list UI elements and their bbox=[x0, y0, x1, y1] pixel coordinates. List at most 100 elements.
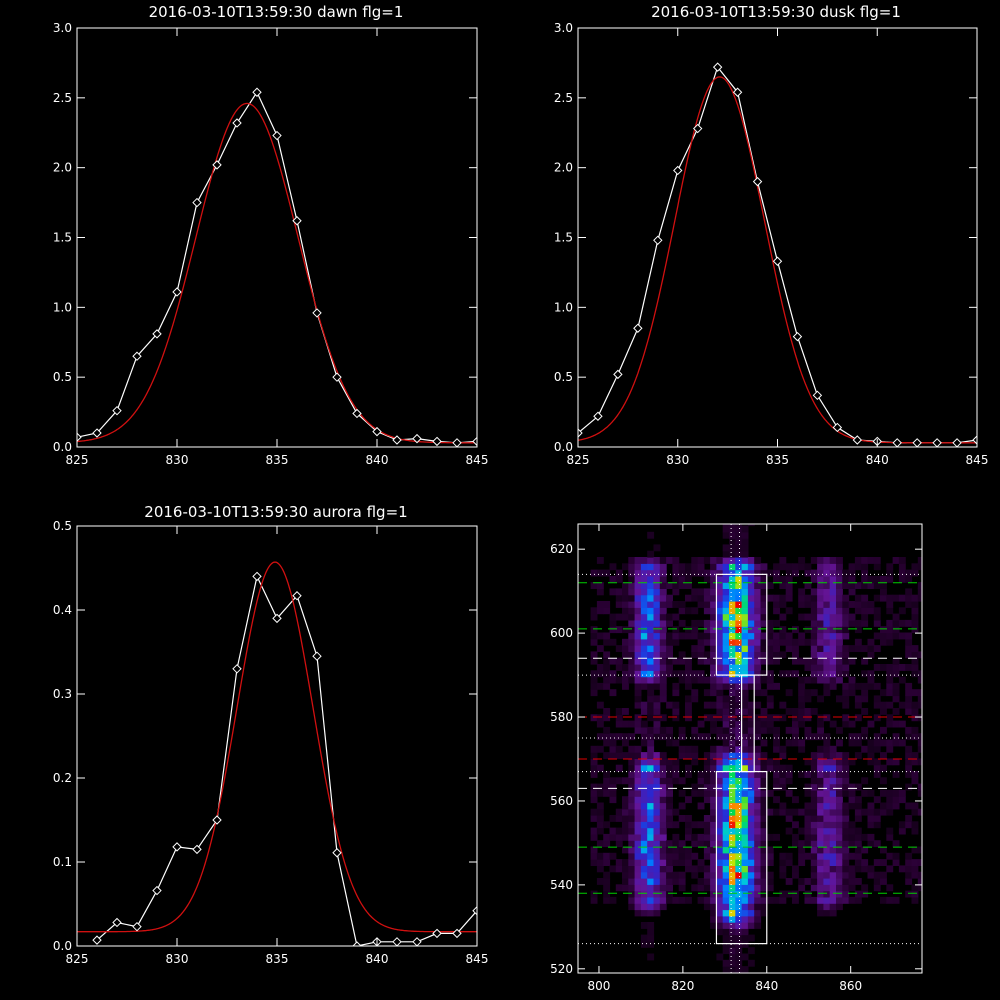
heatmap-cell bbox=[710, 701, 717, 709]
heatmap-cell bbox=[810, 626, 818, 634]
heatmap-cell bbox=[615, 601, 623, 608]
heatmap-cell bbox=[647, 808, 655, 816]
heatmap-cell bbox=[716, 928, 724, 936]
heatmap-cell bbox=[735, 896, 743, 904]
heatmap-cell bbox=[697, 771, 705, 778]
heatmap-cell bbox=[735, 922, 743, 929]
heatmap-cell bbox=[886, 689, 894, 697]
heatmap-cell bbox=[773, 808, 780, 816]
aurora-ytick-label: 0.1 bbox=[53, 855, 72, 869]
heatmap-cell bbox=[804, 783, 812, 791]
heatmap-cell bbox=[848, 852, 856, 860]
heatmap-cell bbox=[854, 840, 862, 848]
heatmap-cell bbox=[842, 720, 850, 728]
heatmap-cell bbox=[810, 827, 818, 835]
heatmap-cell bbox=[710, 802, 717, 810]
heatmap-cell bbox=[747, 959, 755, 967]
heatmap-cell bbox=[716, 632, 724, 640]
heatmap-cell bbox=[596, 557, 604, 564]
heatmap-cell bbox=[722, 588, 730, 596]
heatmap-cell bbox=[703, 601, 711, 608]
heatmap-cell bbox=[810, 664, 818, 671]
heatmap-cell bbox=[785, 563, 793, 571]
heatmap-cell bbox=[798, 657, 806, 665]
heatmap-cell bbox=[848, 575, 856, 583]
heatmap-cell bbox=[685, 575, 692, 583]
heatmap-cell bbox=[741, 550, 749, 558]
heatmap-cell bbox=[628, 733, 636, 741]
heatmap-cell bbox=[842, 670, 850, 678]
heatmap-cell bbox=[685, 796, 692, 804]
heatmap-cell bbox=[760, 638, 768, 646]
heatmap-cell bbox=[710, 557, 717, 564]
heatmap-cell bbox=[640, 733, 648, 741]
heatmap-cell bbox=[729, 733, 736, 741]
dawn-ytick-label: 1.5 bbox=[53, 231, 72, 245]
heatmap-cell bbox=[804, 601, 812, 608]
heatmap-cell bbox=[678, 676, 686, 684]
heatmap-cell bbox=[842, 601, 850, 608]
aurora-plot-area bbox=[77, 561, 477, 946]
heatmap-cell bbox=[672, 821, 680, 829]
heatmap-cell bbox=[886, 594, 894, 602]
heatmap-cell bbox=[880, 789, 887, 797]
heatmap-cell bbox=[703, 827, 711, 835]
heatmap-cell bbox=[741, 928, 749, 936]
heatmap-cell bbox=[729, 846, 736, 854]
heatmap-cell bbox=[842, 890, 850, 898]
heatmap-cell bbox=[710, 726, 717, 734]
heatmap-cell bbox=[659, 789, 667, 797]
dusk-plot-area bbox=[578, 62, 977, 447]
heatmap-cell bbox=[716, 670, 724, 678]
heatmap-cell bbox=[747, 934, 755, 942]
heatmap-xtick-label: 840 bbox=[755, 979, 778, 993]
heatmap-cell bbox=[779, 896, 787, 904]
dawn-spectrum-panel: 2016-03-10T13:59:30 dawn flg=1 825 830 835… bbox=[53, 3, 489, 467]
heatmap-cell bbox=[634, 575, 642, 583]
heatmap-cell bbox=[823, 588, 831, 596]
heatmap-cell bbox=[854, 695, 862, 703]
heatmap-cell bbox=[622, 833, 629, 841]
heatmap-cell bbox=[892, 733, 900, 741]
heatmap-cell bbox=[741, 752, 749, 759]
heatmap-cell bbox=[628, 645, 636, 652]
heatmap-cell bbox=[678, 575, 686, 583]
heatmap-cell bbox=[747, 871, 755, 879]
heatmap-cell bbox=[710, 626, 717, 634]
heatmap-cell bbox=[911, 827, 919, 835]
heatmap-cell bbox=[678, 670, 686, 678]
heatmap-cell bbox=[634, 777, 642, 785]
heatmap-cell bbox=[854, 601, 862, 608]
heatmap-cell bbox=[653, 569, 661, 577]
heatmap-cell bbox=[634, 569, 642, 577]
heatmap-cell bbox=[735, 638, 743, 646]
heatmap-cell bbox=[634, 638, 642, 646]
heatmap-cell bbox=[691, 752, 699, 759]
heatmap-cell bbox=[672, 739, 680, 747]
heatmap-cell bbox=[603, 789, 611, 797]
heatmap-cell bbox=[810, 619, 818, 627]
heatmap-cell bbox=[697, 676, 705, 684]
heatmap-cell bbox=[817, 871, 824, 879]
heatmap-cell bbox=[710, 846, 717, 854]
heatmap-cell bbox=[716, 695, 724, 703]
heatmap-cell bbox=[596, 764, 604, 772]
heatmap-cell bbox=[854, 638, 862, 646]
heatmap-cell bbox=[628, 802, 636, 810]
heatmap-cell bbox=[848, 865, 856, 873]
heatmap-cell bbox=[722, 726, 730, 734]
heatmap-cell bbox=[911, 726, 919, 734]
heatmap-cell bbox=[766, 871, 774, 879]
heatmap-cell bbox=[779, 745, 787, 753]
heatmap-cell bbox=[666, 632, 673, 640]
heatmap-cell bbox=[697, 632, 705, 640]
heatmap-cell bbox=[798, 708, 806, 715]
heatmap-cell bbox=[609, 827, 617, 835]
aurora-data-point bbox=[192, 844, 202, 855]
heatmap-cell bbox=[911, 884, 919, 892]
heatmap-cell bbox=[842, 664, 850, 671]
heatmap-cell bbox=[829, 890, 837, 898]
heatmap-cell bbox=[659, 632, 667, 640]
heatmap-cell bbox=[905, 821, 913, 829]
heatmap-cell bbox=[640, 670, 648, 678]
